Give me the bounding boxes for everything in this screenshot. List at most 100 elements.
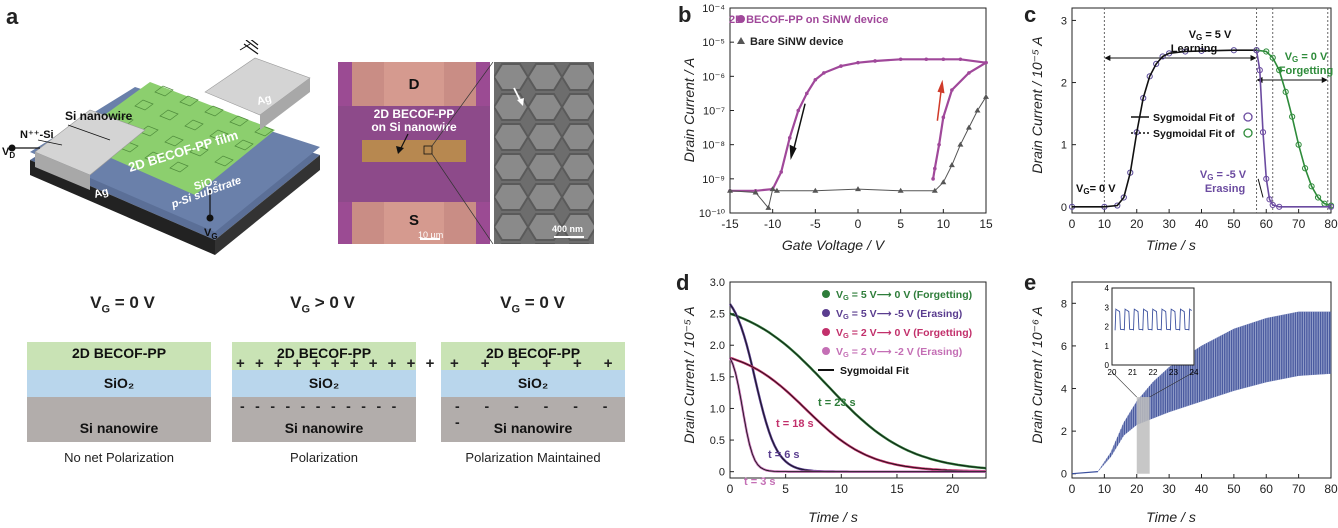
scale-bar-2: 400 nm: [552, 224, 584, 234]
d-fit-3: [729, 357, 986, 473]
e-ytick-label-4: 8: [1061, 298, 1067, 310]
vd-label: VD: [2, 146, 15, 160]
e-ytick-label-0: 0: [1061, 469, 1067, 481]
b-series-2: [729, 96, 987, 209]
state-3-si: Si nanowire: [441, 397, 625, 442]
state-3-minus-charges: - - - - - - -: [455, 398, 618, 430]
b-xtick-label-0: -15: [721, 217, 739, 231]
b-ytick-label-1: 10⁻⁹: [702, 174, 725, 186]
scale-bar-1: 10 µm: [418, 230, 444, 240]
b-ytick-label-2: 10⁻⁸: [702, 140, 725, 152]
state-1-sio2: SiO₂: [27, 370, 211, 397]
e-inset-xtick-3: 23: [1169, 368, 1178, 377]
annot-forgetting-word: Forgetting: [1279, 65, 1333, 77]
d-ytick-label-5: 2.5: [710, 309, 725, 321]
c-erase-arrow: [1257, 178, 1264, 198]
b-ytick-label-0: 10⁻¹⁰: [699, 208, 726, 220]
d-legend-3: VG = 2 V⟶ -2 V (Erasing): [836, 346, 962, 359]
annot-t18: t = 18 s: [776, 418, 814, 430]
panel-b-label: b: [678, 2, 692, 27]
e-inset-ytick-3: 3: [1105, 303, 1110, 312]
e-xtick-label-4: 40: [1195, 482, 1209, 496]
b-point-0-3: [779, 170, 783, 174]
state-2-minus-charges: -----------: [240, 398, 407, 414]
b-point-1-1: [967, 71, 971, 75]
panel-e-label: e: [1024, 270, 1037, 295]
d-ytick-label-2: 1.0: [710, 403, 725, 415]
source-label: S: [408, 212, 419, 229]
b-point-2-7: [897, 187, 904, 193]
c-xtick-label-0: 0: [1069, 217, 1076, 231]
state-3-sio2: SiO₂: [441, 370, 625, 397]
legend-c-1-marker: [1243, 128, 1253, 138]
b-ytick-label-6: 10⁻⁴: [702, 3, 725, 15]
c-xtick-label-4: 40: [1195, 217, 1209, 231]
micrograph-arrow: [399, 133, 409, 151]
c-point-0-9: [1159, 53, 1166, 60]
e-inset-ytick-4: 4: [1105, 284, 1110, 293]
device-schematic: Si nanowire N⁺⁺-Si 2D BECOF-PP film Ag A…: [2, 40, 320, 255]
e-baseline: [1071, 471, 1098, 475]
e-ytick-label-2: 4: [1061, 384, 1067, 396]
state-3-vg: VG = 0 V: [500, 293, 565, 316]
b-point-1-6: [931, 177, 935, 181]
b-point-2-14: [983, 93, 989, 99]
b-point-1-3: [941, 115, 946, 120]
b-xtick-label-2: -5: [810, 217, 821, 231]
annot-t23: t = 23 s: [818, 397, 856, 409]
e-inset-trace: [1114, 308, 1192, 331]
micrograph-caption: 2D BECOF-PP on Si nanowire: [371, 107, 457, 134]
b-point-0-10: [856, 60, 860, 65]
chart-c-ylabel: Drain Current / 10⁻⁵ A: [1029, 36, 1045, 173]
c-ytick-label-1: 1: [1061, 140, 1067, 152]
chart-e-ylabel: Drain Current / 10⁻⁶ A: [1029, 306, 1045, 443]
e-xtick-label-3: 30: [1162, 482, 1176, 496]
d-legend-2: VG = 2 V⟶ 0 V (Forgetting): [836, 327, 972, 340]
state-2-caption: Polarization: [290, 450, 358, 465]
d-ytick-label-0: 0: [719, 467, 725, 479]
e-xtick-label-1: 10: [1098, 482, 1112, 496]
state-1-si: Si nanowire: [27, 397, 211, 442]
b-point-2-8: [931, 187, 938, 193]
c-ytick-label-0: 0: [1061, 202, 1067, 214]
b-point-2-3: [769, 186, 776, 192]
chart-d: 0 5 10 15 20 0 0.5 1.0 1.5 2.0 2.5 3.0 VG = 5 V⟶ 0 …: [681, 277, 987, 525]
b-point-2-4: [773, 187, 780, 193]
nanowire-region: [362, 140, 466, 162]
annot-forgetting: VG = 0 V: [1285, 51, 1328, 64]
ground-icon: [243, 40, 259, 55]
d-legend-1: VG = 5 V⟶ -5 V (Erasing): [836, 308, 962, 321]
c-xtick-label-1: 10: [1098, 217, 1112, 231]
state-1-cof: 2D BECOF-PP: [27, 342, 211, 370]
ag-right-label: Ag: [256, 93, 273, 108]
e-inset-frame: [1111, 287, 1195, 366]
state-3-plus-charges: ++++++: [450, 355, 635, 372]
e-inset-xtick-0: 20: [1108, 368, 1117, 377]
chart-c-xlabel: Time / s: [1146, 237, 1196, 253]
b-point-0-8: [822, 71, 826, 75]
d-xtick-label-4: 20: [946, 482, 960, 496]
panel-d-label: d: [676, 270, 690, 295]
d-legend-marker-1: [822, 309, 830, 317]
e-xtick-label-5: 50: [1227, 482, 1241, 496]
b-point-2-2: [765, 204, 772, 210]
b-series-1: [932, 61, 987, 179]
b-point-2-12: [965, 124, 972, 130]
e-inset-ytick-0: 0: [1105, 361, 1110, 370]
state-2-vg: VG > 0 V: [290, 293, 355, 316]
e-ytick-label-1: 2: [1061, 426, 1067, 438]
b-point-1-0: [984, 60, 988, 65]
vg-label: VG: [204, 227, 218, 241]
b-point-0-15: [958, 57, 963, 62]
e-xtick-label-7: 70: [1292, 482, 1306, 496]
c-series-1: [1256, 49, 1332, 207]
c-forget-arrowhead-r: [1321, 77, 1328, 83]
d-fit-2: [729, 357, 986, 472]
b-ytick-label-5: 10⁻⁵: [702, 37, 725, 49]
e-xtick-label-2: 20: [1130, 482, 1144, 496]
e-inset-ytick-1: 1: [1105, 342, 1110, 351]
d-ytick-label-1: 0.5: [710, 435, 725, 447]
b-point-0-11: [873, 59, 877, 63]
e-inset-xtick-1: 21: [1128, 368, 1137, 377]
annot-erasing-word: Erasing: [1205, 183, 1245, 195]
